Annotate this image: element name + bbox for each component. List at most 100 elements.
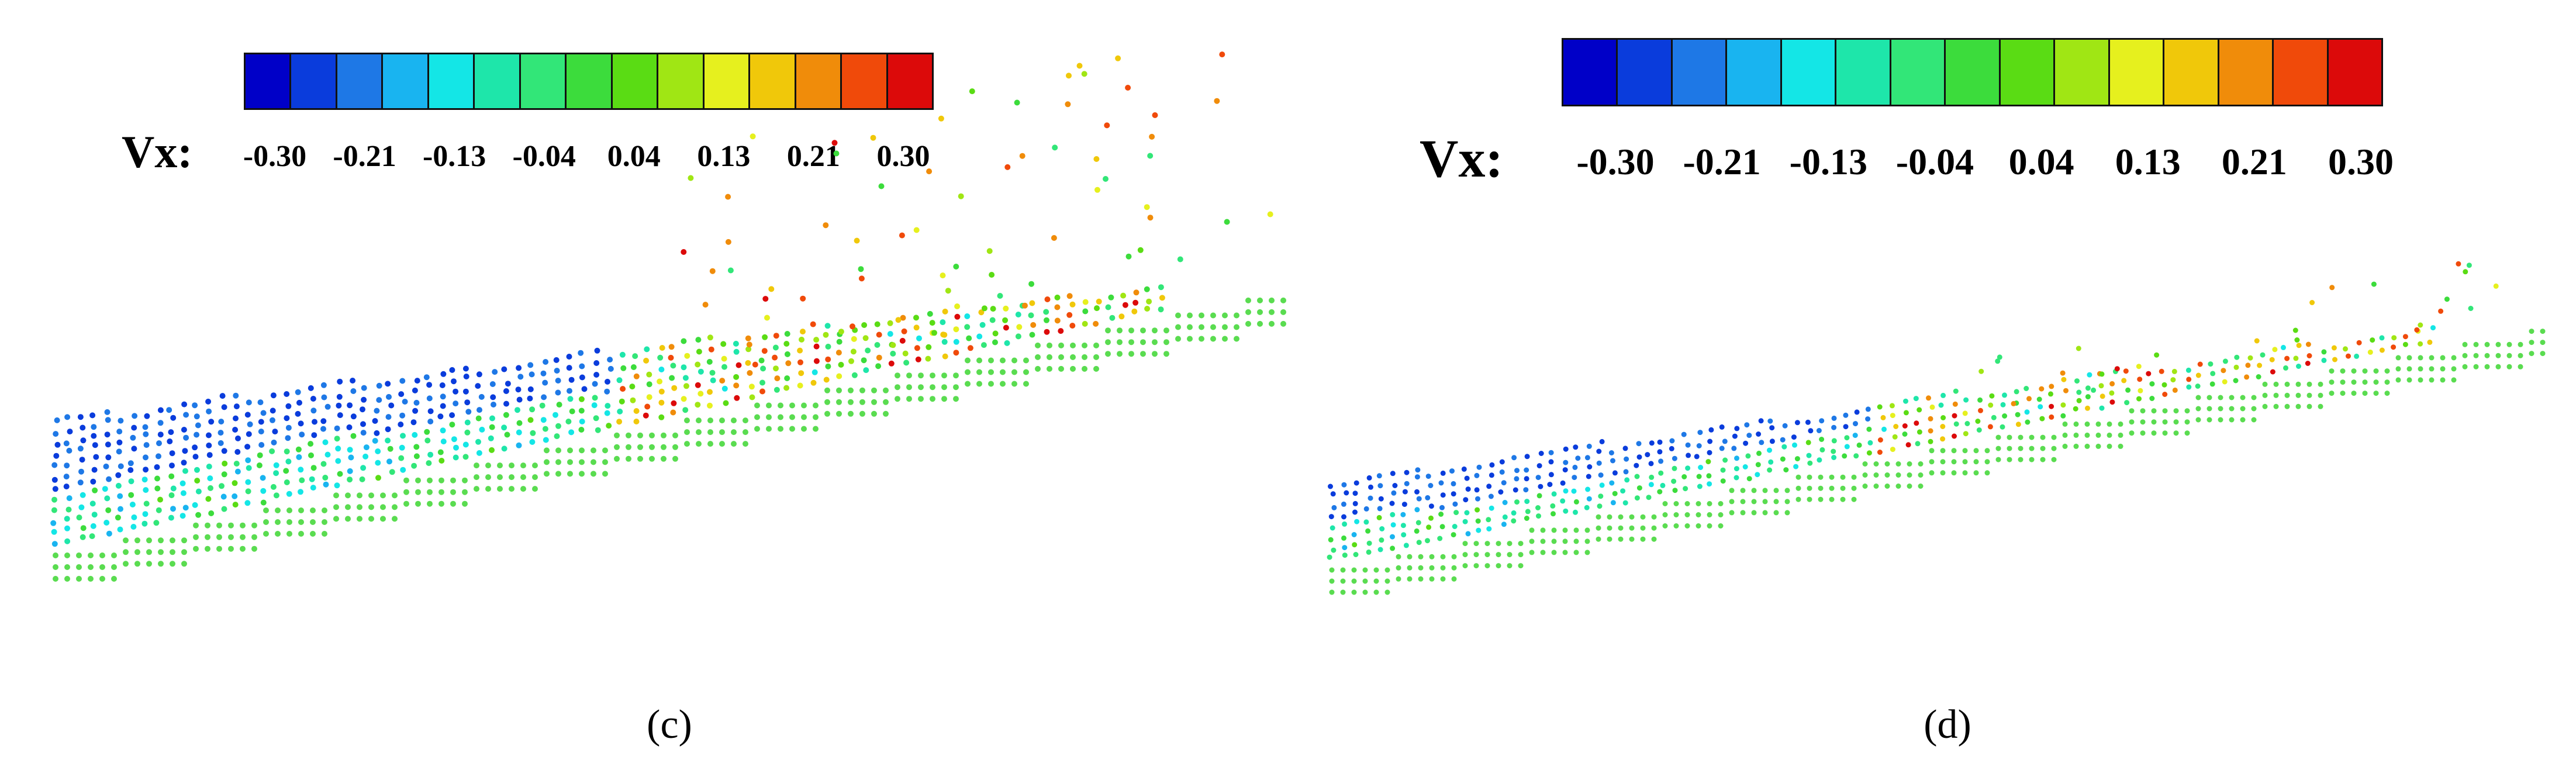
fluid-particle xyxy=(1438,512,1444,517)
fluid-particle xyxy=(1843,424,1849,430)
bed-particle xyxy=(1082,354,1087,360)
bed-particle xyxy=(53,552,58,558)
fluid-particle xyxy=(320,418,327,424)
fluid-particle xyxy=(2221,368,2226,374)
fluid-particle xyxy=(1671,478,1677,484)
fluid-particle xyxy=(2306,353,2312,358)
bed-particle xyxy=(251,534,257,540)
fluid-particle xyxy=(89,533,95,540)
fluid-particle xyxy=(1853,453,1859,459)
fluid-particle xyxy=(1866,450,1872,456)
bed-particle xyxy=(1473,541,1479,547)
fluid-particle xyxy=(1462,519,1468,524)
bed-particle xyxy=(988,369,994,375)
bed-particle xyxy=(1187,324,1193,330)
fluid-particle xyxy=(286,491,292,497)
fluid-particle xyxy=(670,409,676,416)
fluid-particle xyxy=(681,364,687,371)
bed-particle xyxy=(1418,554,1424,559)
fluid-particle xyxy=(51,541,58,547)
bed-particle xyxy=(1373,578,1379,584)
fluid-particle xyxy=(1368,495,1373,501)
bed-particle xyxy=(2406,355,2412,361)
bed-particle xyxy=(918,396,924,402)
fluid-particle xyxy=(1363,519,1369,525)
fluid-particle xyxy=(2296,343,2302,348)
bed-particle xyxy=(1407,565,1413,571)
bed-particle xyxy=(1210,312,1216,319)
bed-particle xyxy=(2306,403,2312,409)
bed-particle xyxy=(602,471,608,477)
fluid-particle xyxy=(581,386,588,392)
colorbar-cell xyxy=(567,54,613,108)
bed-particle xyxy=(275,507,281,513)
fluid-particle xyxy=(629,384,636,390)
fluid-particle xyxy=(141,476,148,483)
fluid-particle xyxy=(1474,472,1480,478)
fluid-particle xyxy=(350,433,357,439)
bed-particle xyxy=(146,561,152,567)
bed-particle xyxy=(111,564,117,570)
fluid-particle xyxy=(1328,483,1333,489)
bed-particle xyxy=(1105,339,1111,346)
splash-particle xyxy=(1147,153,1154,159)
fluid-particle xyxy=(192,454,199,460)
fluid-particle xyxy=(848,358,854,364)
fluid-particle xyxy=(115,482,122,489)
fluid-particle xyxy=(399,444,405,451)
fluid-particle xyxy=(646,394,652,400)
fluid-particle xyxy=(733,374,740,380)
bed-particle xyxy=(2395,377,2401,383)
bed-particle xyxy=(1807,496,1812,502)
bed-particle xyxy=(64,552,70,558)
colorbar-tick-label: -0.30 xyxy=(243,140,307,173)
fluid-particle xyxy=(797,382,803,389)
fluid-particle xyxy=(1465,486,1471,492)
fluid-particle xyxy=(1474,487,1480,493)
bed-particle xyxy=(2140,430,2146,436)
fluid-particle xyxy=(1548,450,1554,455)
fluid-particle xyxy=(324,451,331,458)
fluid-particle xyxy=(2272,347,2278,353)
fluid-particle xyxy=(66,495,72,502)
fluid-particle xyxy=(2222,379,2228,385)
bed-particle xyxy=(544,459,550,465)
fluid-particle xyxy=(1066,312,1073,318)
bed-particle xyxy=(64,576,70,582)
fluid-particle xyxy=(1058,328,1064,334)
fluid-particle xyxy=(1634,462,1639,468)
fluid-particle xyxy=(1952,413,1957,419)
bed-particle xyxy=(626,455,631,462)
fluid-particle xyxy=(1029,331,1035,338)
fluid-particle xyxy=(516,365,522,371)
fluid-particle xyxy=(2000,424,2005,430)
fluid-particle xyxy=(2136,364,2142,369)
splash-particle xyxy=(833,150,840,157)
bed-particle xyxy=(1070,354,1076,360)
fluid-particle xyxy=(1499,459,1505,465)
fluid-particle xyxy=(131,514,137,520)
bed-particle xyxy=(2318,392,2323,398)
fluid-particle xyxy=(1428,503,1434,509)
fluid-particle xyxy=(1669,445,1674,451)
fluid-particle xyxy=(1856,442,1862,448)
fluid-particle xyxy=(2060,413,2066,419)
fluid-particle xyxy=(1977,397,1983,403)
bed-particle xyxy=(2306,381,2312,387)
bed-particle xyxy=(1562,538,1568,544)
bed-particle xyxy=(1418,576,1424,582)
fluid-particle xyxy=(2073,406,2078,412)
fluid-particle xyxy=(942,308,948,315)
fluid-particle xyxy=(501,445,507,452)
fluid-particle xyxy=(1767,447,1772,453)
fluid-particle xyxy=(273,470,279,476)
bed-particle xyxy=(1662,523,1668,529)
fluid-particle xyxy=(106,476,112,482)
splash-particle xyxy=(941,331,948,338)
bed-particle xyxy=(1762,499,1768,505)
bed-particle xyxy=(1518,563,1524,569)
fluid-particle xyxy=(440,403,446,409)
fluid-particle xyxy=(260,488,267,494)
bed-particle xyxy=(2429,366,2435,372)
fluid-particle xyxy=(579,374,585,381)
